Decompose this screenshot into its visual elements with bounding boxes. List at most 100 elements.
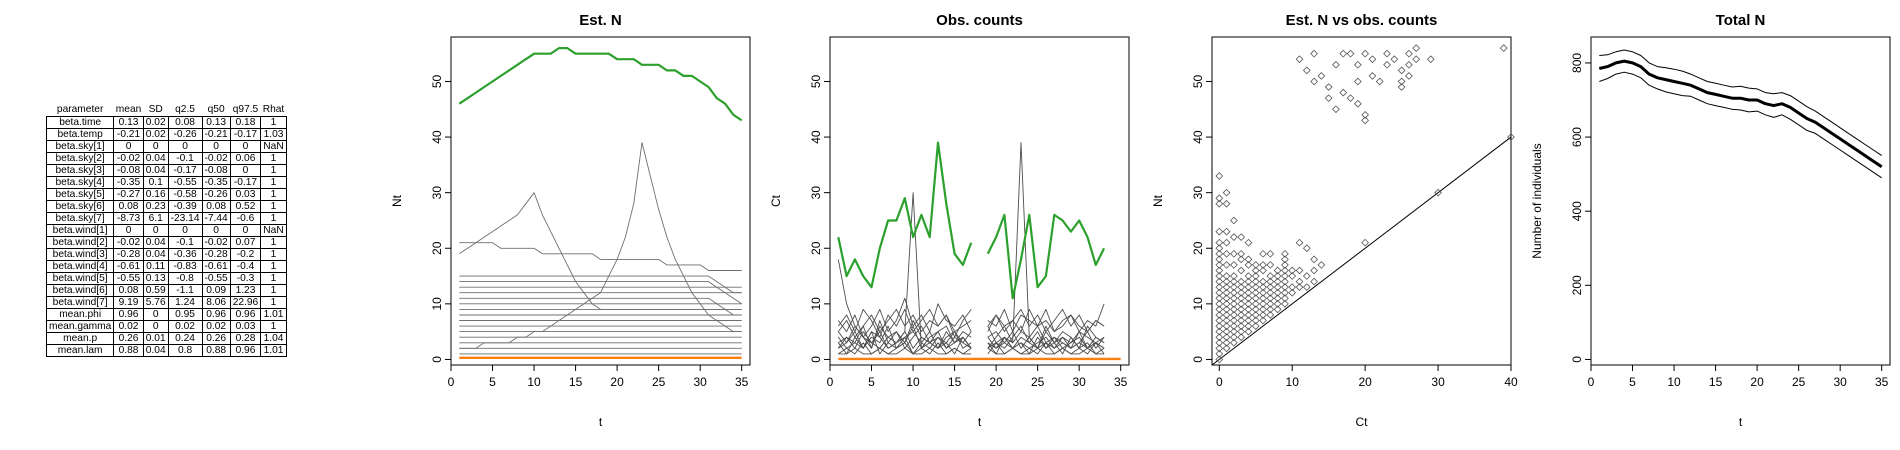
scatter-point (1215, 299, 1224, 308)
scatter-point (1237, 316, 1246, 325)
scatter-point (1215, 327, 1224, 336)
stats-header-cell: q50 (207, 104, 225, 115)
x-tick-label: 5 (868, 375, 875, 389)
scatter-point (1230, 216, 1238, 225)
stats-cell: 0.88 (113, 344, 144, 357)
scatter-point (1288, 272, 1297, 280)
chart-title: Est. N (579, 12, 622, 29)
scatter-point (1215, 283, 1224, 292)
gray-series-line (838, 347, 1105, 355)
y-tick-label: 40 (809, 130, 823, 144)
scatter-point (1317, 261, 1326, 269)
scatter-point (1215, 261, 1224, 269)
y-tick-label: 0 (1570, 356, 1584, 363)
scatter-point (1353, 60, 1362, 69)
scatter-point (1237, 311, 1246, 319)
scatter-point (1215, 249, 1224, 258)
scatter-point (1259, 299, 1267, 308)
scatter-point (1215, 350, 1224, 358)
scatter-point (1251, 261, 1260, 269)
scatter-point (1273, 266, 1282, 275)
x-axis-label: t (1739, 415, 1743, 429)
ci-line (1599, 71, 1882, 179)
scatter-point (1244, 272, 1253, 280)
scatter-point (1230, 233, 1238, 242)
y-tick-label: 30 (809, 186, 823, 200)
scatter-point (1412, 55, 1421, 64)
gray-series-line (459, 242, 742, 271)
scatter-point (1259, 266, 1267, 275)
scatter-point (1215, 311, 1224, 319)
scatter-point (1230, 322, 1238, 330)
scatter-point (1266, 249, 1275, 258)
scatter-point (1353, 77, 1362, 86)
x-axis-label: t (978, 415, 982, 429)
scatter-point (1222, 299, 1231, 308)
stats-cell: 0.96 (229, 344, 262, 357)
scatter-point (1281, 294, 1289, 303)
mean-line (1598, 59, 1883, 168)
y-tick-label: 200 (1570, 275, 1584, 295)
scatter-point (1251, 283, 1260, 292)
chart-title: Est. N vs obs. counts (1286, 12, 1438, 29)
scatter-point (1230, 316, 1238, 325)
stats-cell: -0.61 (201, 260, 231, 273)
plot-frame (829, 36, 1130, 366)
x-tick-label: 20 (989, 375, 1003, 389)
scatter-point (1237, 288, 1246, 297)
scatter-point (1281, 288, 1289, 297)
scatter-point (1222, 288, 1231, 297)
chart-0: Est. N 0 5 10 15 20 25 30 35 0 10 20 30 40 50 t Nt (390, 12, 751, 429)
scatter-point (1222, 261, 1231, 269)
scatter-point (1259, 261, 1267, 269)
scatter-point (1244, 261, 1253, 269)
scatter-point (1266, 288, 1275, 297)
scatter-point (1222, 338, 1231, 347)
y-tick-label: 20 (1191, 241, 1205, 255)
stats-row: beta.time 0.13 0.02 0.08 0.13 0.18 1 (45, 116, 287, 129)
scatter-point (1324, 94, 1333, 103)
scatter-point (1215, 355, 1224, 364)
scatter-point (1230, 288, 1238, 297)
scatter-point (1222, 344, 1231, 353)
scatter-point (1230, 249, 1238, 258)
scatter-point (1222, 199, 1231, 208)
scatter-point (1237, 277, 1246, 286)
stats-row: beta.wind[5] -0.55 0.13 -0.8 -0.55 -0.3 1 (45, 272, 287, 285)
scatter-point (1302, 66, 1311, 75)
stats-row: beta.wind[7] 9.19 5.76 1.24 8.06 22.96 1 (45, 296, 287, 309)
scatter-point (1222, 188, 1231, 197)
scatter-point (1244, 238, 1253, 247)
parameter-summary-table: parameter mean SD q2.5 q50 q97.5 Rhat beta.tim… (45, 104, 287, 357)
scatter-point (1237, 305, 1246, 314)
scatter-point (1434, 188, 1442, 197)
scatter-point (1230, 294, 1238, 303)
highlight-series-line (837, 141, 1106, 300)
y-tick-label: 10 (1191, 297, 1205, 311)
x-tick-label: 40 (1504, 375, 1518, 389)
x-tick-label: 25 (652, 375, 666, 389)
scatter-point (1405, 60, 1413, 69)
x-tick-label: 0 (1216, 375, 1223, 389)
stats-cell: 0.88 (201, 344, 231, 357)
scatter-point (1244, 255, 1253, 264)
scatter-point (1317, 72, 1326, 80)
scatter-point (1222, 305, 1231, 314)
scatter-point (1251, 311, 1260, 319)
stats-header-cell: parameter (56, 104, 104, 115)
scatter-point (1215, 172, 1224, 180)
scatter-point (1251, 305, 1260, 314)
plot-frame (1211, 36, 1512, 366)
x-tick-label: 30 (1833, 375, 1847, 389)
scatter-point (1266, 311, 1275, 319)
x-tick-label: 30 (1072, 375, 1086, 389)
scatter-point (1281, 266, 1289, 275)
scatter-point (1230, 299, 1238, 308)
scatter-point (1222, 238, 1231, 247)
y-axis-label: Ct (769, 194, 783, 207)
scatter-point (1244, 283, 1253, 292)
scatter-point (1215, 344, 1224, 353)
scatter-point (1281, 261, 1289, 269)
gray-series-line (837, 308, 1105, 338)
y-tick-label: 800 (1570, 53, 1584, 73)
